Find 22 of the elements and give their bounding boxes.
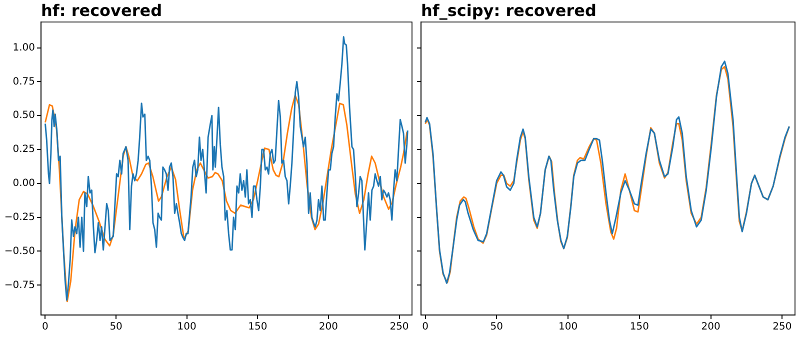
y-tick-label: −0.75 [4,280,35,291]
y-tick-label: 0.50 [12,110,35,122]
x-tick-label: 150 [630,322,649,333]
x-tick-label: 200 [701,322,720,333]
x-tick-label: 150 [248,322,268,333]
x-tick-label: 250 [772,322,792,333]
x-tick-label: 0 [422,322,428,333]
y-tick-label: −0.25 [4,212,35,223]
x-tick-label: 100 [177,322,196,333]
chart-title: hf_scipy: recovered [421,1,596,20]
chart-title: hf: recovered [41,1,162,20]
y-tick-label: 0.25 [12,144,35,156]
y-tick-label: 0.75 [12,76,35,88]
x-tick-label: 50 [110,322,122,333]
x-tick-label: 0 [42,322,48,333]
y-tick-label: 1.00 [12,42,35,54]
x-tick-label: 200 [318,322,338,333]
y-tick-label: 0.00 [12,178,35,190]
x-tick-label: 100 [558,322,578,333]
y-tick-label: −0.50 [4,246,35,257]
x-tick-label: 250 [390,322,409,333]
x-tick-label: 50 [490,322,504,333]
